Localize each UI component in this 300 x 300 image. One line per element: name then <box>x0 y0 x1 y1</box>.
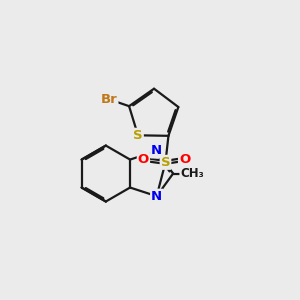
Text: CH₃: CH₃ <box>180 167 204 180</box>
Text: O: O <box>138 153 149 166</box>
Text: N: N <box>151 144 162 158</box>
Text: Br: Br <box>101 93 117 106</box>
Text: S: S <box>161 156 170 169</box>
Text: O: O <box>179 153 190 166</box>
Text: S: S <box>133 129 143 142</box>
Text: N: N <box>151 190 162 203</box>
